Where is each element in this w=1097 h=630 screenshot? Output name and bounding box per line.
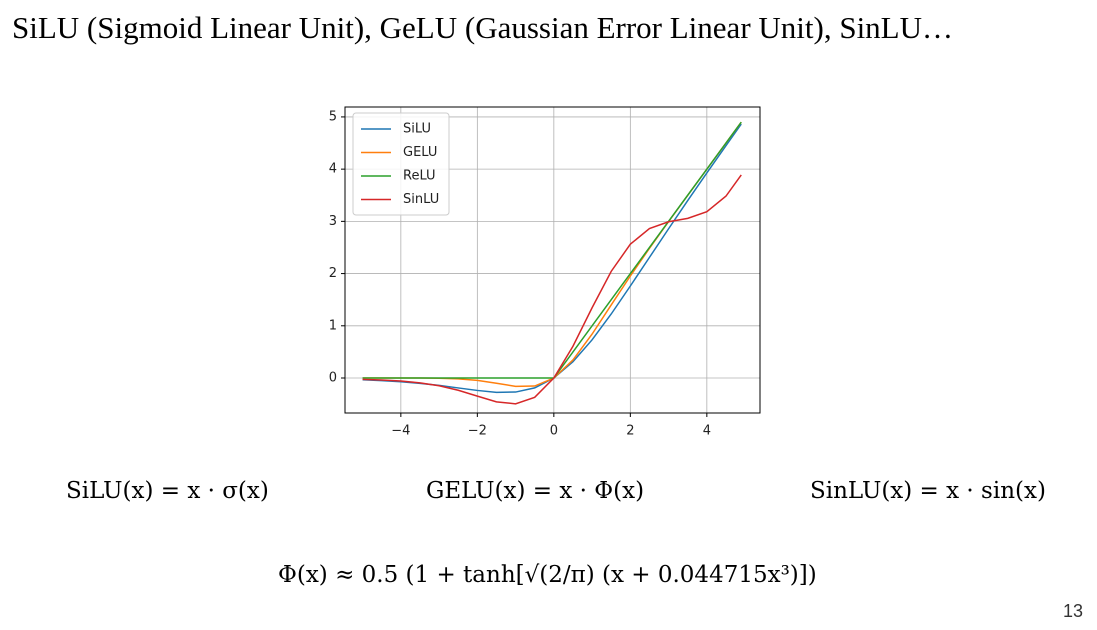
formula: SinLU(x) = x · sin(x) — [810, 478, 1046, 504]
formula: GELU(x) = x · Φ(x) — [426, 478, 645, 504]
slide-title: SiLU (Sigmoid Linear Unit), GeLU (Gaussi… — [12, 10, 954, 45]
legend-label: SinLU — [403, 192, 439, 207]
legend-label: ReLU — [403, 169, 436, 184]
line — [362, 174, 742, 405]
legend-label: SiLU — [403, 122, 431, 137]
y-tick-label: 3 — [329, 214, 337, 229]
legend-box — [352, 112, 450, 216]
x-tick-label: −4 — [391, 424, 410, 439]
y-tick-label: 0 — [329, 371, 337, 386]
legend-label: GELU — [403, 145, 437, 160]
y-tick-label: 4 — [329, 162, 337, 177]
x-tick-label: −2 — [468, 424, 487, 439]
x-tick-label: 2 — [626, 424, 634, 439]
y-tick-label: 1 — [329, 318, 337, 333]
formula: SiLU(x) = x · σ(x) — [66, 478, 269, 504]
x-tick-label: 4 — [703, 424, 711, 439]
y-tick-label: 5 — [329, 109, 337, 124]
chart: −4 −2 0 2 4 0 1 2 3 4 5 SiLU GELU ReLU SinLU — [329, 106, 761, 439]
y-tick-label: 2 — [329, 266, 337, 281]
plot-frame — [344, 106, 761, 414]
x-tick-label: 0 — [550, 424, 558, 439]
page-number: 13 — [1062, 601, 1083, 621]
formula: Φ(x) ≈ 0.5 (1 + tanh[√(2/π) (x + 0.04471… — [278, 562, 817, 588]
